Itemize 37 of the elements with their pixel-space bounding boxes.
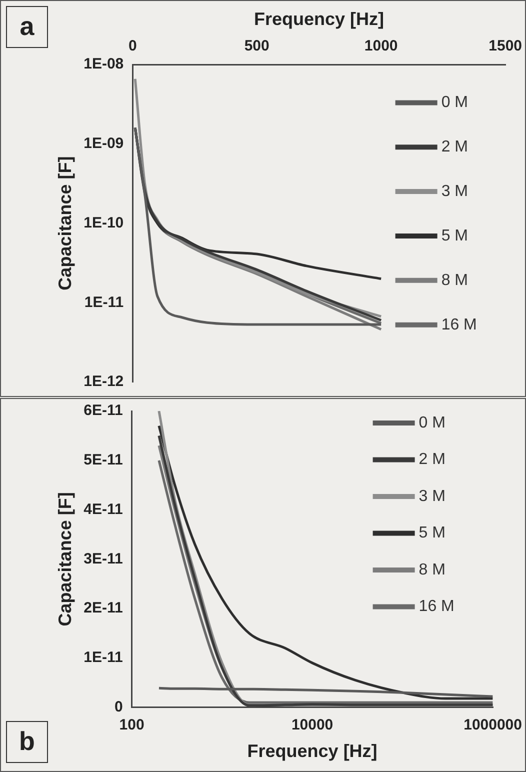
legend-label: 0 M bbox=[418, 414, 446, 432]
y-tick-label: 6E-11 bbox=[84, 402, 123, 420]
x-axis-title: Frequency [Hz] bbox=[247, 741, 378, 762]
legend-label: 16 M bbox=[418, 598, 454, 616]
legend-label: 16 M bbox=[441, 316, 477, 334]
y-tick-label: 1E-08 bbox=[84, 56, 124, 73]
y-tick-label: 2E-11 bbox=[84, 600, 123, 617]
legend-label: 2 M bbox=[441, 138, 468, 156]
legend-label: 5 M bbox=[441, 227, 468, 244]
x-tick-label: 1000 bbox=[364, 38, 398, 55]
y-tick-label: 3E-11 bbox=[84, 550, 123, 568]
y-tick-label: 0 bbox=[114, 698, 123, 716]
text: b bbox=[6, 721, 48, 763]
legend-label: 8 M bbox=[418, 561, 446, 578]
y-axis-title: Capacitance [F] bbox=[54, 492, 75, 626]
x-tick-label: 500 bbox=[244, 38, 270, 55]
x-tick-label: 0 bbox=[128, 38, 137, 55]
y-tick-label: 1E-11 bbox=[84, 649, 123, 666]
x-tick-label: 100 bbox=[119, 716, 144, 734]
x-tick-label: 1500 bbox=[488, 38, 522, 55]
y-tick-label: 4E-11 bbox=[84, 500, 123, 518]
x-tick-label: 10000 bbox=[291, 716, 334, 734]
y-tick-label: 1E-12 bbox=[84, 373, 124, 390]
legend-label: 0 M bbox=[441, 94, 468, 112]
legend-label: 5 M bbox=[418, 524, 446, 542]
legend-label: 2 M bbox=[418, 451, 446, 468]
legend-label: 8 M bbox=[441, 272, 468, 289]
legend-label: 3 M bbox=[418, 488, 446, 505]
y-tick-label: 1E-09 bbox=[84, 135, 124, 152]
x-tick-label: 1000000 bbox=[464, 716, 522, 734]
y-tick-label: 1E-10 bbox=[84, 214, 124, 232]
x-axis-title: Frequency [Hz] bbox=[254, 8, 384, 29]
y-tick-label: 5E-11 bbox=[84, 452, 123, 469]
legend-label: 3 M bbox=[441, 182, 468, 200]
y-tick-label: 1E-11 bbox=[84, 294, 124, 311]
text: a bbox=[6, 6, 48, 48]
y-axis-title: Capacitance [F] bbox=[54, 156, 75, 290]
